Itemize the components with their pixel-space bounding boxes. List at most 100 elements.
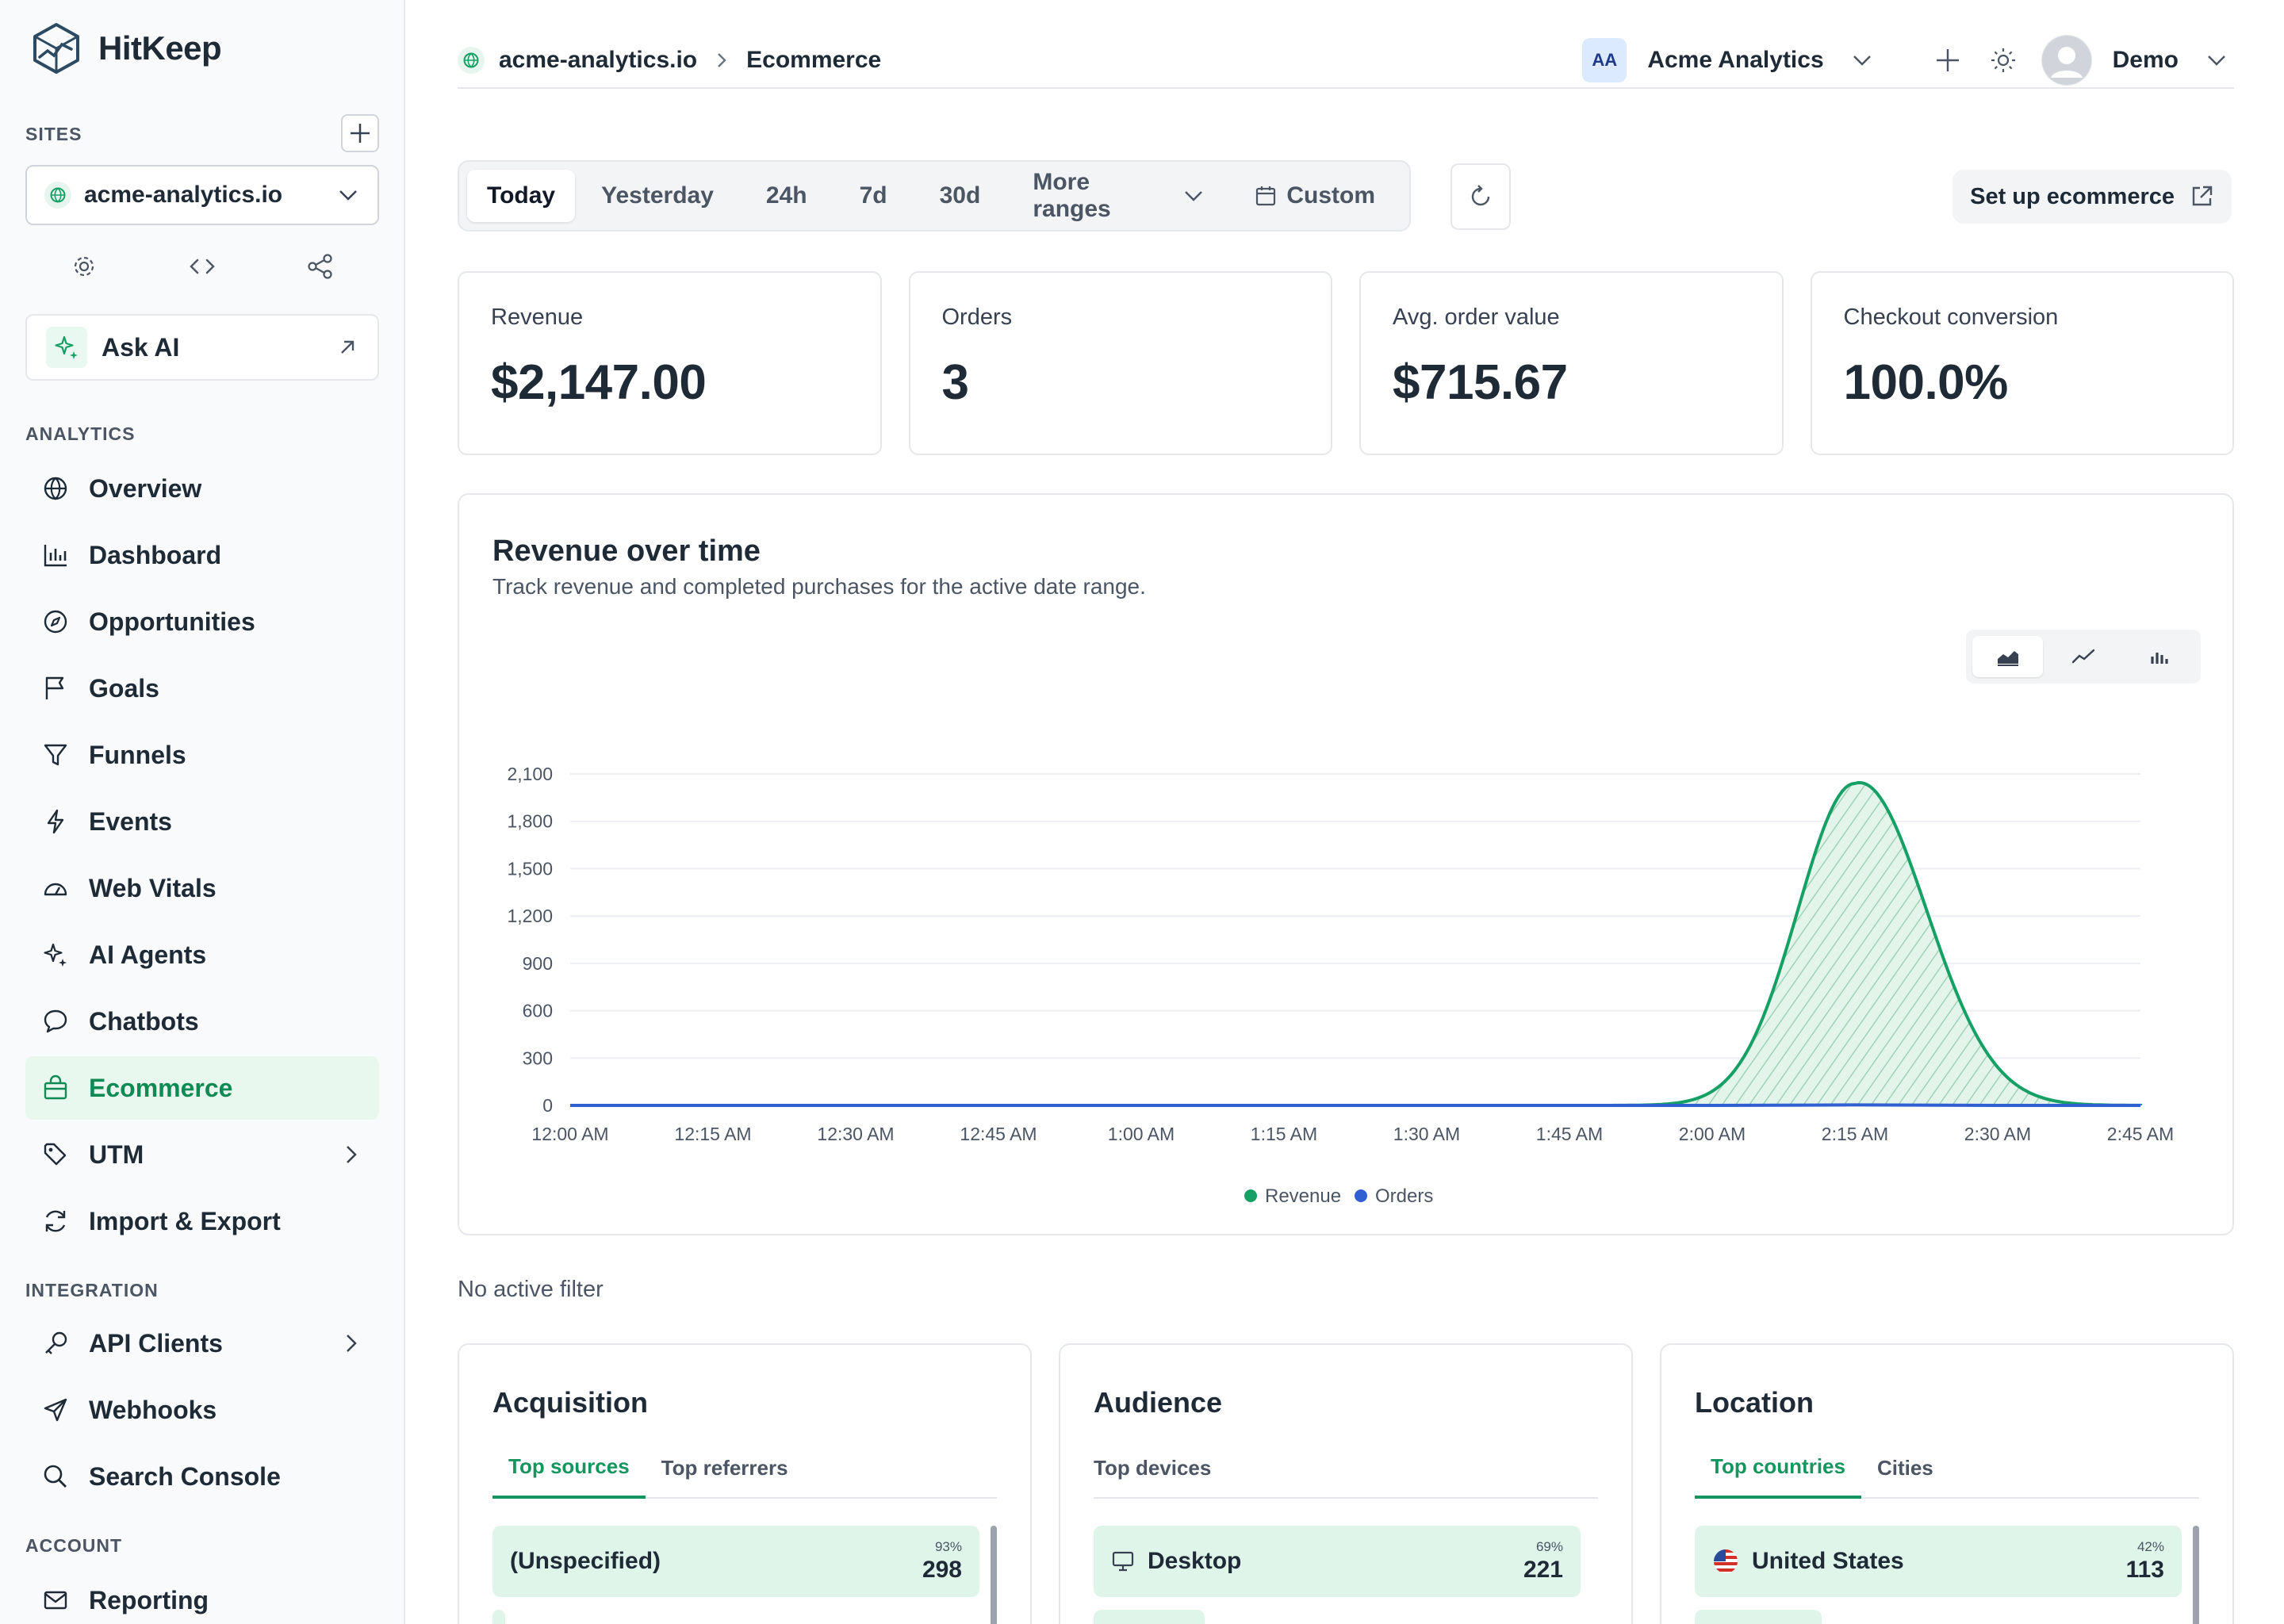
kpi-orders: Orders 3 bbox=[908, 271, 1332, 455]
list-item[interactable] bbox=[492, 1610, 505, 1624]
bolt-icon bbox=[41, 807, 70, 836]
list-item[interactable] bbox=[1094, 1610, 1205, 1624]
range-7d[interactable]: 7d bbox=[859, 182, 887, 209]
x-tick-label: 1:45 AM bbox=[1536, 1124, 1603, 1144]
app-logo[interactable]: HitKeep bbox=[32, 22, 222, 75]
x-tick-label: 1:30 AM bbox=[1393, 1124, 1460, 1144]
site-selector[interactable]: acme-analytics.io bbox=[25, 165, 379, 225]
calendar-icon bbox=[1256, 186, 1276, 206]
nav-item-chatbots[interactable]: Chatbots bbox=[25, 990, 379, 1053]
gauge-icon bbox=[41, 874, 70, 902]
add-site-button[interactable] bbox=[341, 114, 379, 152]
panel-tabs: Top devices bbox=[1094, 1437, 1598, 1499]
nav-item-overview[interactable]: Overview bbox=[25, 457, 379, 520]
nav-item-search-console[interactable]: Search Console bbox=[25, 1445, 379, 1508]
user-name[interactable]: Demo bbox=[2112, 47, 2179, 73]
list-scrollbar[interactable] bbox=[2193, 1526, 2199, 1624]
panel-title: Acquisition bbox=[492, 1386, 648, 1419]
desktop-icon bbox=[1112, 1551, 1134, 1572]
org-name[interactable]: Acme Analytics bbox=[1647, 47, 1824, 73]
list-scrollbar[interactable] bbox=[991, 1526, 997, 1624]
y-tick-label: 2,100 bbox=[507, 764, 553, 784]
nav-item-ai-agents[interactable]: AI Agents bbox=[25, 923, 379, 986]
row-label: (Unspecified) bbox=[510, 1548, 661, 1574]
location-panel: Location Top countries Cities bbox=[1660, 1343, 2234, 1624]
range-custom[interactable]: Custom bbox=[1228, 170, 1401, 222]
ask-ai-button[interactable]: Ask AI bbox=[25, 314, 379, 381]
chat-icon bbox=[41, 1007, 70, 1036]
code-icon[interactable] bbox=[186, 251, 218, 282]
ai-sparkle-icon bbox=[46, 327, 87, 368]
range-yesterday[interactable]: Yesterday bbox=[601, 182, 714, 209]
tab-top-countries[interactable]: Top countries bbox=[1695, 1437, 1861, 1499]
nav-item-webhooks[interactable]: Webhooks bbox=[25, 1378, 379, 1442]
nav-label: Goals bbox=[89, 673, 159, 703]
list-item[interactable]: United States 42% 113 bbox=[1695, 1526, 2182, 1597]
theme-sun-icon[interactable] bbox=[1986, 43, 2021, 78]
settings-gear-icon[interactable] bbox=[68, 251, 100, 282]
area-chart-icon[interactable] bbox=[1972, 636, 2044, 677]
key-icon bbox=[41, 1329, 70, 1358]
app-name: HitKeep bbox=[98, 29, 222, 67]
range-24h[interactable]: 24h bbox=[765, 182, 807, 209]
kpi-revenue: Revenue $2,147.00 bbox=[458, 271, 882, 455]
org-switcher-chevron-icon[interactable] bbox=[1845, 43, 1880, 78]
external-link-icon bbox=[2192, 186, 2213, 206]
nav-item-web-vitals[interactable]: Web Vitals bbox=[25, 856, 379, 920]
nav-label: Funnels bbox=[89, 740, 186, 769]
nav-item-ecommerce[interactable]: Ecommerce bbox=[25, 1056, 379, 1120]
x-tick-label: 12:30 AM bbox=[817, 1124, 894, 1144]
range-30d[interactable]: 30d bbox=[939, 182, 981, 209]
nav-item-api-clients[interactable]: API Clients bbox=[25, 1312, 379, 1375]
nav-label: Opportunities bbox=[89, 607, 255, 636]
range-today[interactable]: Today bbox=[467, 170, 576, 222]
bar-chart-icon[interactable] bbox=[2124, 636, 2194, 677]
sync-icon bbox=[41, 1207, 70, 1235]
y-tick-label: 1,800 bbox=[507, 811, 553, 832]
row-values: 42% 113 bbox=[2126, 1539, 2164, 1584]
sparkle-icon bbox=[41, 940, 70, 969]
kpi-cards: Revenue $2,147.00 Orders 3 Avg. order va… bbox=[458, 271, 2234, 455]
breadcrumb-site[interactable]: acme-analytics.io bbox=[499, 47, 698, 73]
share-icon[interactable] bbox=[305, 251, 336, 282]
nav-item-import-export[interactable]: Import & Export bbox=[25, 1189, 379, 1253]
x-tick-label: 1:15 AM bbox=[1251, 1124, 1317, 1144]
add-plus-icon[interactable] bbox=[1930, 43, 1965, 78]
y-tick-label: 600 bbox=[523, 1001, 553, 1021]
tab-top-referrers[interactable]: Top referrers bbox=[661, 1455, 788, 1480]
nav-label: AI Agents bbox=[89, 940, 207, 969]
nav-item-utm[interactable]: UTM bbox=[25, 1123, 379, 1186]
kpi-value: $2,147.00 bbox=[491, 355, 707, 410]
tab-top-devices[interactable]: Top devices bbox=[1094, 1455, 1212, 1480]
nav-label: Search Console bbox=[89, 1461, 281, 1491]
user-avatar[interactable] bbox=[2041, 35, 2092, 86]
line-chart-icon[interactable] bbox=[2048, 636, 2118, 677]
tab-cities[interactable]: Cities bbox=[1876, 1455, 1933, 1480]
row-percent: 42% bbox=[2136, 1539, 2164, 1554]
x-tick-label: 12:00 AM bbox=[531, 1124, 608, 1144]
list-item[interactable]: (Unspecified) 93% 298 bbox=[492, 1526, 979, 1597]
list-item[interactable] bbox=[1695, 1610, 1822, 1624]
range-more-ranges[interactable]: More ranges bbox=[1006, 169, 1228, 222]
user-menu-chevron-icon[interactable] bbox=[2199, 43, 2234, 78]
legend-swatch bbox=[1355, 1189, 1367, 1202]
chevron-right-icon bbox=[718, 53, 726, 67]
nav-item-funnels[interactable]: Funnels bbox=[25, 723, 379, 787]
nav-item-goals[interactable]: Goals bbox=[25, 657, 379, 720]
tab-top-sources[interactable]: Top sources bbox=[492, 1437, 646, 1499]
kpi-checkout-conversion: Checkout conversion 100.0% bbox=[1810, 271, 2234, 455]
nav-item-reporting[interactable]: Reporting bbox=[25, 1568, 379, 1624]
search-icon bbox=[41, 1462, 70, 1491]
list-item[interactable]: Desktop 69% 221 bbox=[1094, 1526, 1581, 1597]
nav-label: Web Vitals bbox=[89, 873, 217, 902]
row-count: 113 bbox=[2125, 1557, 2164, 1583]
x-tick-label: 2:00 AM bbox=[1679, 1124, 1746, 1144]
setup-ecommerce-button[interactable]: Set up ecommerce bbox=[1953, 170, 2232, 224]
nav-item-opportunities[interactable]: Opportunities bbox=[25, 590, 379, 653]
refresh-button[interactable] bbox=[1450, 163, 1511, 230]
nav-item-events[interactable]: Events bbox=[25, 790, 379, 853]
org-badge: AA bbox=[1582, 38, 1627, 82]
nav-item-dashboard[interactable]: Dashboard bbox=[25, 523, 379, 587]
filter-status: No active filter bbox=[458, 1277, 604, 1302]
panel-tabs: Top sources Top referrers bbox=[492, 1437, 997, 1499]
